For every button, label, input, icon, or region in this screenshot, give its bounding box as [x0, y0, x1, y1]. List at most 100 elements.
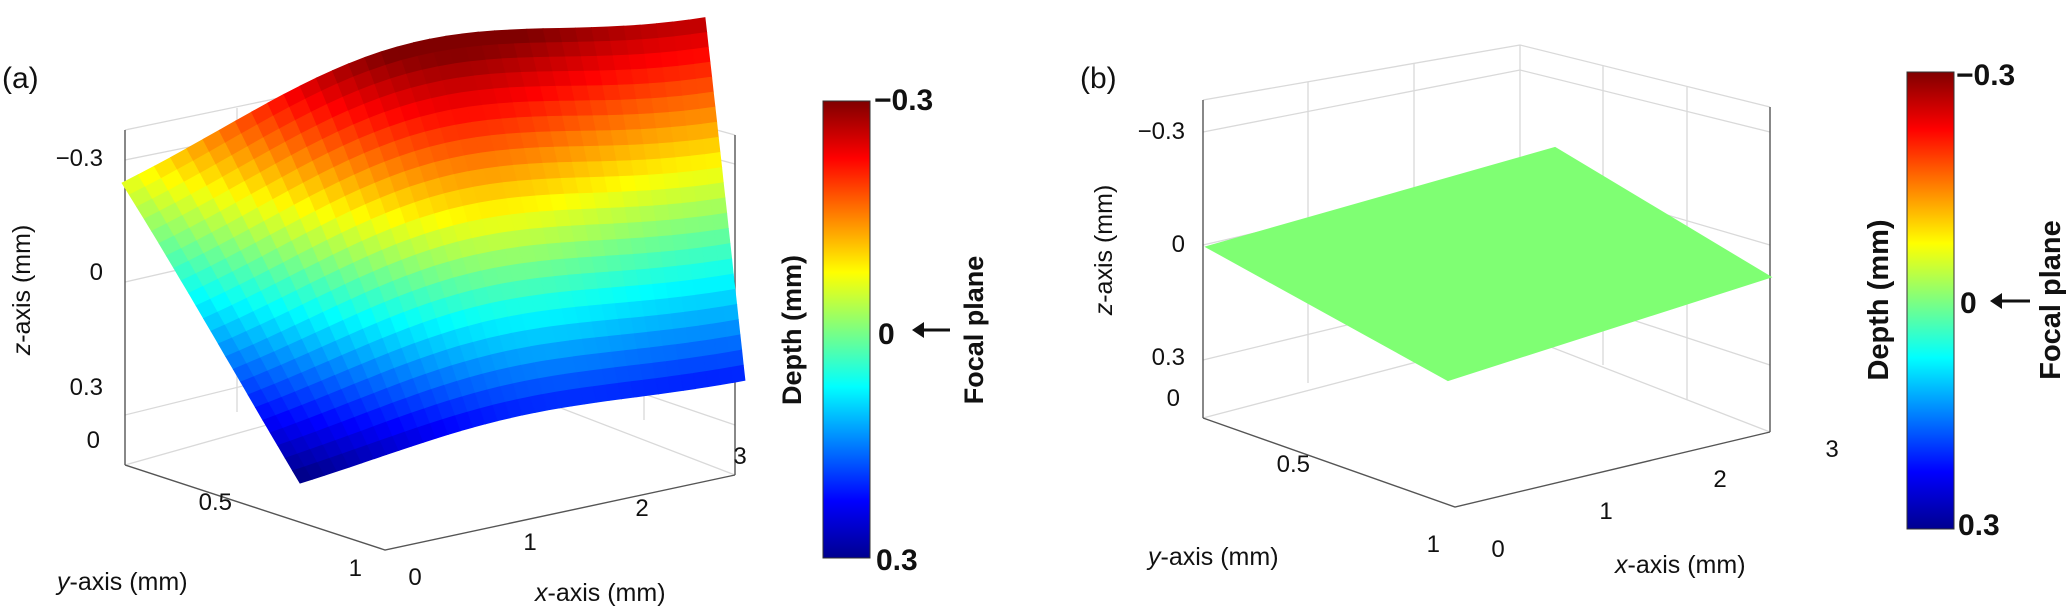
surface-patch	[681, 201, 699, 220]
surface-patch	[636, 190, 655, 208]
surface-patch	[697, 91, 716, 110]
surface-patch	[684, 108, 703, 127]
surface-patch	[667, 202, 685, 221]
surface-patch	[645, 158, 664, 176]
surface-patch	[699, 230, 717, 249]
surface-patch	[655, 126, 675, 145]
surface-patch	[658, 235, 676, 253]
surface-patch	[638, 113, 657, 130]
panel-b-z-ticks: −0.3 0 0.3	[1138, 118, 1185, 371]
panel-b-colorbar-mid-label: 0	[1960, 287, 1977, 320]
surface-patch	[703, 260, 721, 279]
surface-patch	[674, 248, 692, 267]
panel-b-z-tick: 0.3	[1152, 344, 1185, 371]
surface-patch	[673, 140, 691, 159]
panel-a-y-tick: 0.5	[199, 489, 232, 516]
surface-patch	[662, 172, 681, 190]
panel-a-focal-plane-label: Focal plane	[959, 256, 989, 405]
surface-patch	[701, 121, 719, 140]
panel-b-focal-plane-label: Focal plane	[2035, 220, 2067, 380]
surface-patch	[701, 338, 717, 357]
surface-patch	[596, 55, 617, 72]
surface-patch	[713, 336, 730, 355]
panel-b-surface	[1204, 146, 1773, 382]
surface-patch	[665, 187, 683, 206]
panel-a-z-ticks: −0.3 0 0.3	[56, 145, 103, 401]
surface-patch	[623, 113, 642, 131]
surface-patch	[683, 310, 700, 329]
panel-a-label: (a)	[2, 62, 39, 95]
surface-patch	[692, 169, 710, 188]
surface-patch	[615, 69, 635, 86]
surface-patch	[670, 125, 689, 143]
panel-b-label: (b)	[1080, 62, 1117, 95]
surface-patch	[649, 267, 667, 285]
surface-patch	[690, 262, 707, 281]
surface-patch	[717, 366, 734, 386]
panel-a-x-axis-label: x-axis (mm)	[534, 579, 666, 607]
surface-patch	[589, 100, 609, 117]
surface-patch	[719, 273, 736, 292]
surface-patch	[607, 114, 627, 132]
surface-patch	[707, 291, 724, 310]
surface-patch	[701, 245, 719, 264]
panel-b-y-tick: 1	[1427, 531, 1440, 558]
panel-a-x-tick: 0	[408, 564, 421, 591]
panel-a-y-ticks: 0 0.5 1	[87, 427, 362, 582]
panel-a-colorbar-title: Depth (mm)	[777, 255, 807, 405]
surface-patch	[644, 52, 664, 70]
surface-patch	[690, 154, 708, 172]
surface-patch	[679, 186, 697, 204]
surface-patch	[717, 258, 734, 277]
surface-patch	[683, 216, 701, 235]
panel-b-colorbar-title: Depth (mm)	[1863, 219, 1895, 380]
surface-patch	[633, 174, 652, 192]
surface-patch	[666, 95, 685, 113]
surface-patch	[724, 319, 741, 338]
surface-patch	[712, 212, 729, 231]
surface-patch	[690, 355, 707, 374]
panel-a-y-axis-label: y-axis (mm)	[55, 568, 188, 596]
surface-patch	[694, 184, 712, 203]
surface-patch	[620, 98, 640, 116]
surface-patch	[680, 78, 699, 97]
panel-b-x-ticks: 0 1 2 3	[1491, 436, 1838, 563]
surface-patch	[630, 68, 650, 86]
surface-patch	[648, 82, 668, 100]
panel-a-x-tick: 2	[635, 495, 648, 522]
surface-patch	[665, 281, 683, 299]
surface-patch	[686, 231, 703, 250]
surface-patch	[628, 53, 648, 71]
panel-b-x-tick: 1	[1599, 498, 1612, 525]
surface-patch	[642, 37, 662, 55]
surface-patch	[696, 308, 713, 327]
surface-patch	[706, 167, 724, 186]
panel-a-z-tick: 0	[90, 259, 103, 286]
surface-patch	[599, 69, 619, 87]
arrow-left-icon	[912, 322, 950, 338]
surface-patch	[672, 19, 692, 38]
panel-b-y-tick: 0	[1167, 385, 1180, 412]
surface-patch	[694, 293, 711, 312]
surface-patch	[669, 218, 687, 236]
panel-b-colorbar: −0.3 0 0.3 Depth (mm) Focal plane	[1863, 59, 2067, 542]
surface-patch	[692, 371, 709, 390]
surface-patch	[602, 84, 622, 101]
surface-patch	[643, 143, 662, 161]
surface-patch	[678, 63, 697, 82]
surface-patch	[678, 279, 696, 298]
surface-patch	[713, 227, 731, 247]
surface-patch	[705, 275, 723, 294]
surface-patch	[703, 353, 719, 372]
surface-patch	[697, 214, 715, 233]
surface-patch	[610, 40, 630, 57]
surface-patch	[695, 76, 714, 95]
panel-a-colorbar-top-label: −0.3	[874, 84, 933, 117]
surface-patch	[675, 155, 693, 174]
panel-b-x-axis-label: x-axis (mm)	[1614, 551, 1746, 579]
surface-patch	[660, 50, 680, 69]
surface-patch	[728, 349, 744, 368]
surface-patch	[723, 304, 739, 323]
surface-patch	[676, 264, 694, 283]
